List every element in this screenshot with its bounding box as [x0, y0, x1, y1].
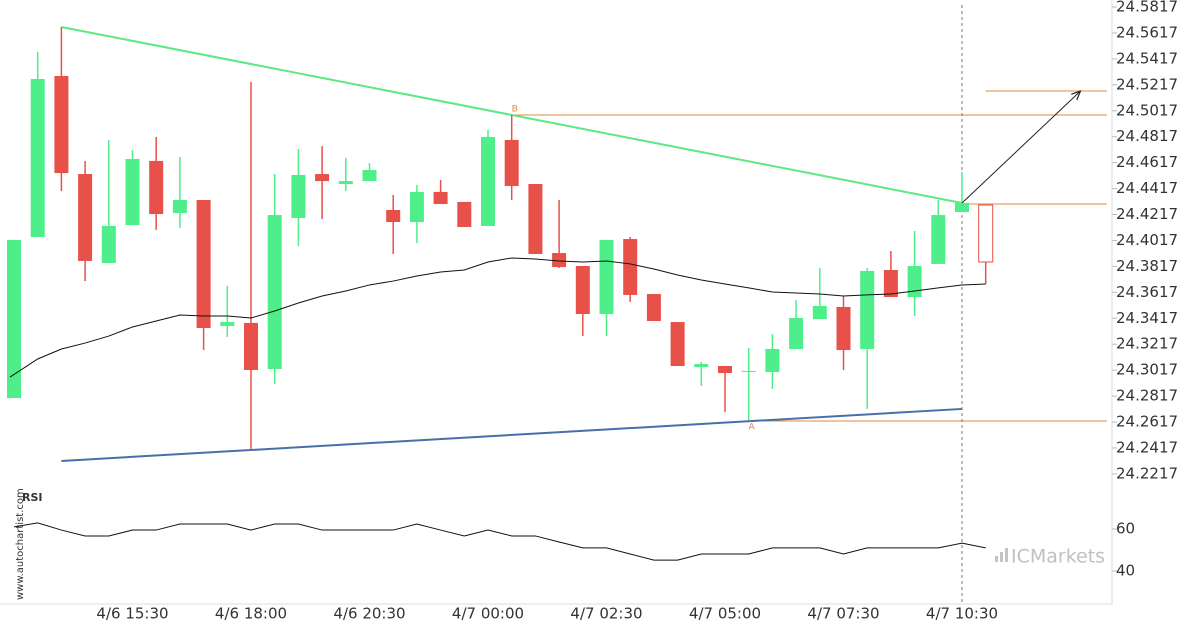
candle-body	[907, 266, 922, 298]
y-tick-label: 24.3217	[1116, 335, 1178, 353]
candle-body	[883, 270, 898, 298]
candle-body	[623, 239, 638, 295]
y-tick-label: 24.5417	[1116, 49, 1178, 67]
candle-body	[694, 364, 709, 368]
x-tick-label: 4/7 05:00	[689, 605, 761, 623]
candle-body	[718, 366, 732, 374]
y-tick-label: 24.5017	[1116, 101, 1178, 119]
y-tick-label: 24.3417	[1116, 309, 1178, 327]
y-tick-label: 24.4417	[1116, 179, 1178, 197]
candle-body	[172, 199, 187, 213]
candle-body	[575, 266, 590, 314]
y-tick-label: 24.4017	[1116, 231, 1178, 249]
y-tick-label: 24.2417	[1116, 438, 1178, 456]
forecast-arrow	[961, 91, 1081, 204]
x-tick-label: 4/7 02:30	[570, 605, 642, 623]
candle-body	[220, 322, 235, 326]
y-tick-label: 24.2217	[1116, 464, 1178, 482]
y-tick-label: 24.4217	[1116, 205, 1178, 223]
candle-body	[504, 139, 519, 186]
candle-body	[386, 209, 401, 223]
candle-body	[765, 349, 780, 372]
candle-body	[291, 174, 306, 219]
candle-body	[7, 239, 21, 399]
candle-body	[101, 225, 116, 264]
x-tick-label: 4/7 00:00	[452, 605, 524, 623]
candle-body	[978, 204, 994, 263]
x-tick-label: 4/7 07:30	[807, 605, 879, 623]
x-tick-label: 4/6 20:30	[333, 605, 405, 623]
candle-body	[30, 78, 45, 237]
candle-body	[125, 159, 140, 226]
candle-body	[836, 306, 851, 351]
candle-body	[267, 215, 282, 369]
rsi-line	[13, 522, 986, 561]
y-tick-label: 24.4617	[1116, 153, 1178, 171]
rsi-title: RSI	[22, 491, 43, 504]
x-tick-label: 4/7 10:30	[926, 605, 998, 623]
y-tick-label: 24.5817	[1116, 0, 1178, 16]
candle-body	[433, 191, 448, 205]
candle-body	[409, 191, 424, 223]
candle-body	[457, 201, 472, 227]
y-tick-label: 24.3617	[1116, 283, 1178, 301]
candle-body	[362, 170, 377, 182]
candle-body	[149, 160, 164, 215]
y-tick-label: 24.3017	[1116, 361, 1178, 379]
y-tick-label: 24.3817	[1116, 257, 1178, 275]
level-label: B	[512, 105, 518, 115]
candle-body	[78, 174, 93, 261]
y-tick-label: 24.5217	[1116, 75, 1178, 93]
y-tick-label: 24.5617	[1116, 23, 1178, 41]
y-tick-label: 24.4817	[1116, 127, 1178, 145]
y-tick-label: 24.2617	[1116, 413, 1178, 431]
logo: ICMarkets	[995, 546, 1105, 568]
candle-body	[315, 174, 330, 182]
candle-body	[244, 322, 258, 371]
candle-body	[552, 253, 567, 268]
moving-average	[9, 257, 986, 378]
candle-body	[54, 76, 69, 174]
y-tick-label: 24.2817	[1116, 387, 1178, 405]
candle-body	[931, 215, 946, 264]
trendline	[61, 407, 963, 462]
candle-body	[528, 184, 543, 254]
y-tick-label: 40	[1116, 562, 1135, 580]
candle-body	[741, 370, 756, 372]
candle-body	[670, 322, 685, 367]
candle-body	[196, 199, 211, 329]
x-tick-label: 4/6 15:30	[96, 605, 168, 623]
trendline	[61, 25, 963, 204]
candle-body	[955, 202, 969, 213]
candle-body	[860, 270, 875, 350]
candle-body	[646, 294, 661, 322]
level-label: A	[749, 423, 756, 433]
candle-body	[789, 318, 804, 350]
x-tick-label: 4/6 18:00	[215, 605, 287, 623]
candle-body	[599, 239, 614, 314]
watermark: www.autochartist.com	[15, 488, 26, 600]
candle-body	[338, 181, 353, 185]
candle-body	[812, 305, 827, 320]
logo-text: ICMarkets	[1011, 546, 1105, 568]
y-tick-label: 60	[1116, 520, 1135, 538]
candle-body	[481, 136, 495, 226]
